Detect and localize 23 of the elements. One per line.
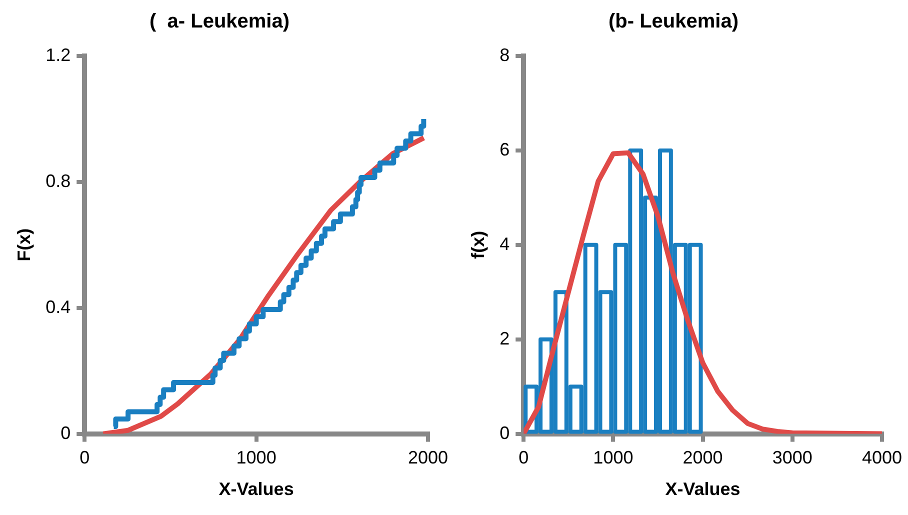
x-axis-title: X-Values bbox=[218, 479, 294, 500]
x-tick-label: 3000 bbox=[772, 448, 812, 468]
x-axis-title: X-Values bbox=[665, 479, 740, 500]
y-tick-label: 0 bbox=[60, 422, 71, 443]
chart-title: (b- Leukemia) bbox=[608, 10, 739, 33]
y-axis-title: f(x) bbox=[468, 230, 488, 259]
y-tick-label: 2 bbox=[500, 328, 510, 348]
x-tick-label: 2000 bbox=[408, 448, 448, 468]
y-tick-label: 0 bbox=[500, 422, 510, 443]
chart-title: ( a- Leukemia) bbox=[149, 10, 290, 33]
x-tick-label: 1000 bbox=[236, 448, 276, 468]
x-tick-label: 4000 bbox=[862, 448, 902, 468]
x-tick-label: 2000 bbox=[682, 448, 723, 468]
y-tick-label: 0.8 bbox=[46, 170, 71, 191]
y-axis-title: F(x) bbox=[14, 228, 34, 262]
x-tick-label: 1000 bbox=[593, 448, 634, 468]
x-tick-label: 0 bbox=[518, 448, 529, 468]
y-tick-label: 8 bbox=[500, 44, 510, 65]
y-tick-label: 6 bbox=[500, 139, 510, 160]
y-tick-label: 1.2 bbox=[46, 44, 71, 65]
x-tick-label: 0 bbox=[80, 448, 90, 468]
y-tick-label: 0.4 bbox=[46, 296, 71, 317]
y-tick-label: 4 bbox=[500, 234, 510, 254]
